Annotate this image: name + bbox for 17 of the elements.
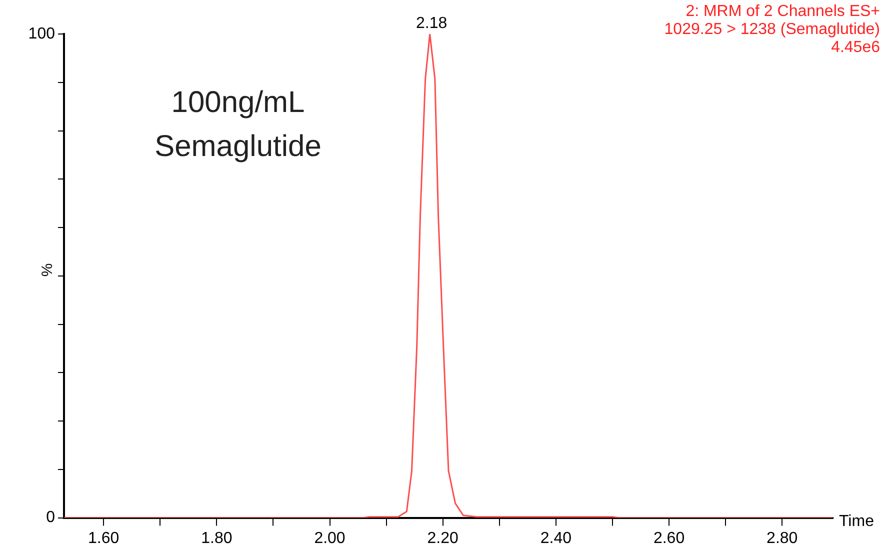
x-axis-title: Time [839, 512, 874, 530]
annotation: Semaglutide [154, 130, 322, 163]
x-tick-label: 2.60 [653, 530, 685, 547]
x-tick-label: 2.20 [427, 530, 459, 547]
annotation: 4.45e6 [831, 39, 880, 56]
y-tick-label: 0 [46, 509, 56, 526]
annotation: 2.18 [416, 15, 448, 32]
annotation: 1029.25 > 1238 (Semaglutide) [664, 21, 880, 38]
x-tick-label: 2.80 [766, 530, 798, 547]
annotation: 100ng/mL [171, 86, 305, 119]
x-tick-label: 2.40 [540, 530, 572, 547]
y-tick-label: 100 [28, 25, 56, 42]
x-tick-label: 1.80 [201, 530, 232, 547]
y-axis-title: % [39, 263, 56, 277]
x-tick-label: 2.00 [314, 530, 346, 547]
text: 2: MRM of 2 Channels ES+ [686, 3, 880, 20]
x-tick-label: 1.60 [88, 530, 120, 547]
